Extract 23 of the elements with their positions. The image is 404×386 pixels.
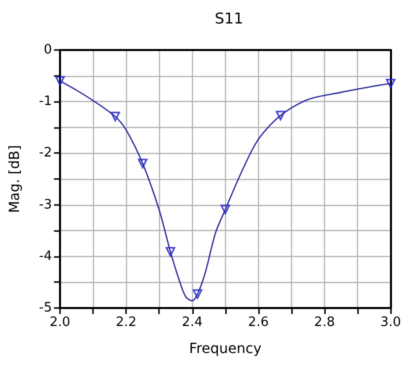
- y-tick-label: -4: [39, 248, 52, 264]
- x-tick-label: 2.2: [116, 315, 136, 330]
- x-tick-label: 2.4: [182, 315, 203, 330]
- x-axis-title: Frequency: [189, 341, 262, 357]
- y-tick-label: 0: [44, 42, 52, 58]
- y-tick-label: -3: [39, 197, 52, 212]
- x-tick-label: 2.0: [50, 315, 70, 330]
- y-axis-title: Mag. [dB]: [7, 145, 23, 213]
- point: [386, 78, 396, 88]
- x-tick-label: 2.6: [248, 315, 269, 330]
- point: [138, 158, 148, 168]
- y-tick-label: -1: [39, 94, 52, 110]
- x-tick-label: 3.0: [380, 315, 402, 330]
- y-tick-label: -2: [39, 146, 52, 161]
- point: [192, 289, 202, 299]
- point: [276, 110, 286, 120]
- y-tick-label: -5: [39, 300, 52, 316]
- x-tick-label: 2.8: [314, 315, 335, 330]
- point: [55, 76, 65, 86]
- point: [220, 204, 230, 214]
- point: [110, 112, 120, 122]
- point: [166, 246, 176, 257]
- chart-title: S11: [214, 10, 244, 28]
